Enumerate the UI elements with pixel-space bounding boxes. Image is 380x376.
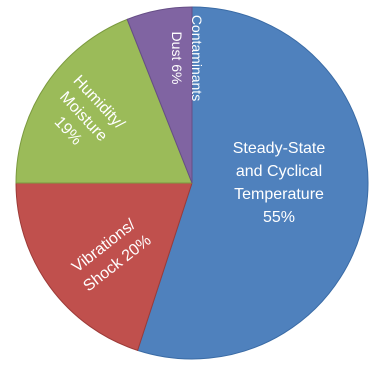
slice-label-line: Dust 6%: [169, 32, 185, 85]
pie-slice-1: [136, 6, 369, 360]
slice-label-4: ContaminantsDust 6%: [169, 15, 205, 101]
slice-layer: [15, 6, 369, 360]
slice-label-group-4: ContaminantsDust 6%: [169, 15, 205, 101]
slice-label-line: Steady-State: [233, 140, 326, 157]
pie-slice-4: [126, 6, 193, 184]
slice-label-line: Contaminants: [189, 15, 205, 101]
pie-slice-2: [15, 182, 193, 352]
slice-label-line: 55%: [263, 209, 295, 226]
slice-label-line: and Cyclical: [236, 163, 322, 180]
pie-slice-3: [15, 18, 193, 184]
slice-label-group-1: Steady-State and Cyclical Temperature 55%: [233, 140, 326, 226]
slice-label-line: Temperature: [234, 186, 324, 203]
slice-label-1: Steady-State and Cyclical Temperature 55%: [233, 140, 326, 226]
